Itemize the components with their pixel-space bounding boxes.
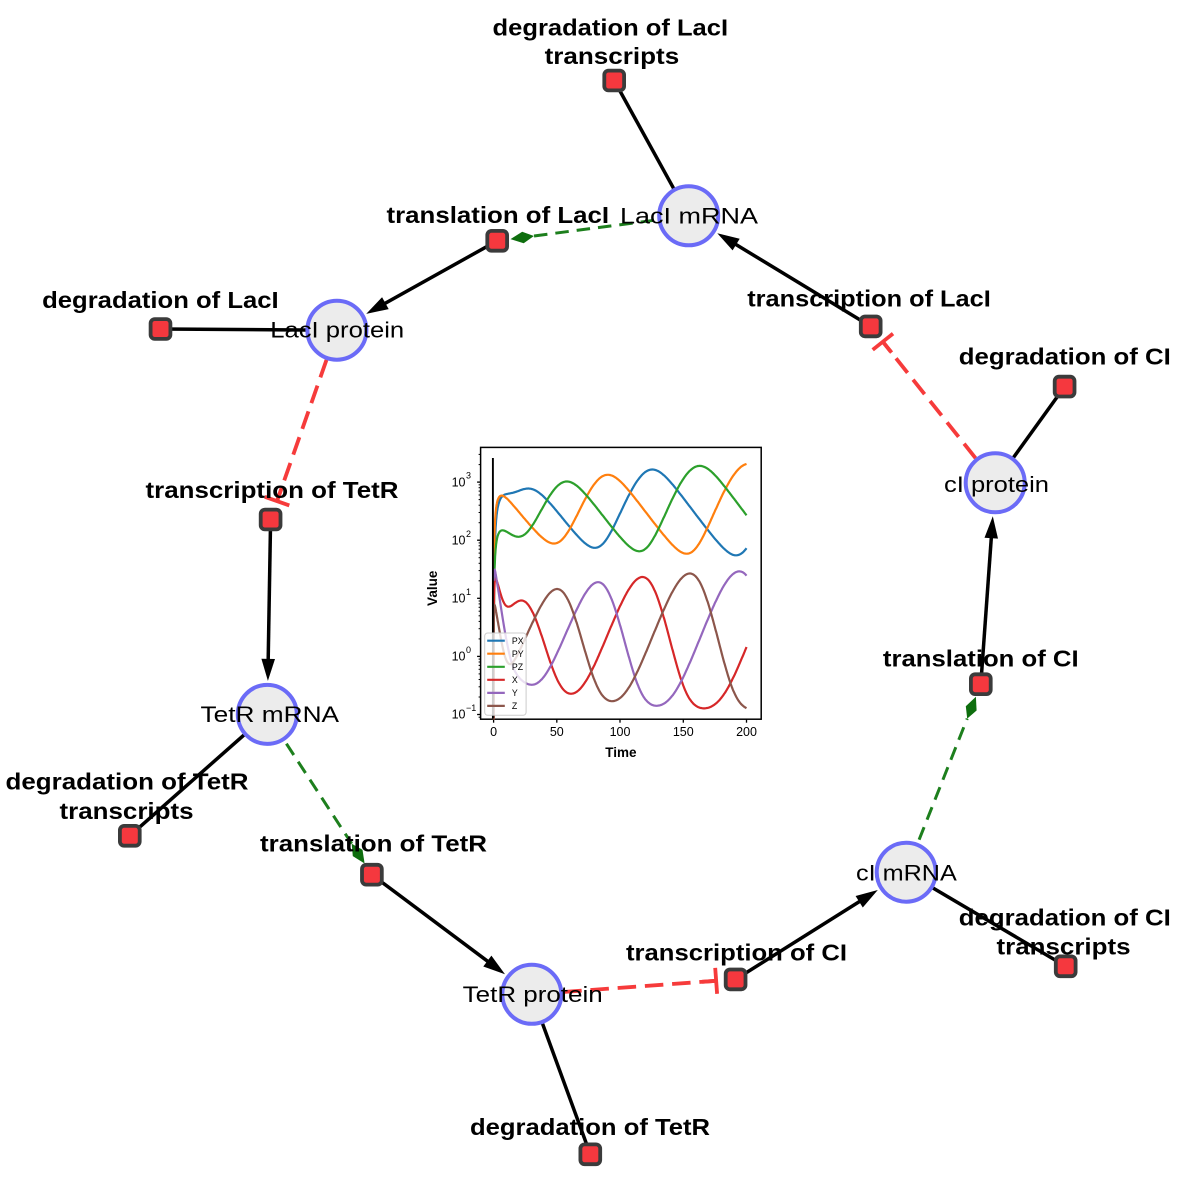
svg-text:0: 0 (490, 725, 497, 739)
svg-text:translation of CI: translation of CI (883, 646, 1079, 672)
svg-text:PY: PY (512, 649, 524, 659)
svg-text:X: X (512, 675, 518, 685)
svg-text:0: 0 (466, 645, 471, 655)
svg-text:transcripts: transcripts (60, 798, 194, 824)
svg-text:transcription of TetR: transcription of TetR (146, 477, 399, 503)
svg-text:degradation of CI: degradation of CI (959, 344, 1171, 370)
svg-text:Y: Y (512, 688, 518, 698)
svg-text:LacI mRNA: LacI mRNA (620, 203, 758, 228)
svg-text:3: 3 (466, 471, 471, 481)
svg-text:Value: Value (425, 570, 440, 606)
svg-text:PX: PX (512, 636, 524, 646)
svg-text:translation of TetR: translation of TetR (260, 831, 487, 857)
svg-text:50: 50 (550, 725, 564, 739)
svg-text:translation of LacI: translation of LacI (387, 202, 610, 228)
svg-text:100: 100 (610, 725, 631, 739)
svg-text:Z: Z (512, 701, 518, 711)
svg-text:TetR protein: TetR protein (463, 982, 603, 1007)
svg-text:1: 1 (466, 587, 471, 597)
svg-text:−1: −1 (466, 703, 476, 713)
svg-text:2: 2 (466, 529, 471, 539)
svg-text:LacI protein: LacI protein (270, 318, 404, 343)
svg-text:PZ: PZ (512, 662, 524, 672)
svg-text:10: 10 (452, 592, 466, 606)
svg-text:10: 10 (452, 533, 466, 547)
svg-text:transcripts: transcripts (545, 43, 680, 69)
svg-text:cI protein: cI protein (944, 472, 1049, 497)
svg-text:Time: Time (605, 745, 637, 760)
svg-text:200: 200 (736, 725, 757, 739)
svg-text:degradation of TetR: degradation of TetR (6, 769, 249, 795)
svg-text:degradation of LacI: degradation of LacI (42, 287, 279, 313)
svg-text:cI mRNA: cI mRNA (856, 861, 957, 886)
svg-text:150: 150 (673, 725, 694, 739)
svg-text:degradation of LacI: degradation of LacI (493, 14, 729, 40)
svg-text:transcription of CI: transcription of CI (626, 940, 847, 966)
svg-text:degradation of CI: degradation of CI (959, 905, 1171, 931)
svg-text:transcription of LacI: transcription of LacI (747, 286, 991, 312)
svg-text:degradation of TetR: degradation of TetR (470, 1114, 710, 1140)
svg-text:TetR mRNA: TetR mRNA (201, 702, 340, 727)
svg-text:10: 10 (452, 475, 466, 489)
svg-text:10: 10 (452, 650, 466, 664)
svg-text:10: 10 (452, 708, 466, 722)
svg-text:transcripts: transcripts (997, 934, 1131, 960)
